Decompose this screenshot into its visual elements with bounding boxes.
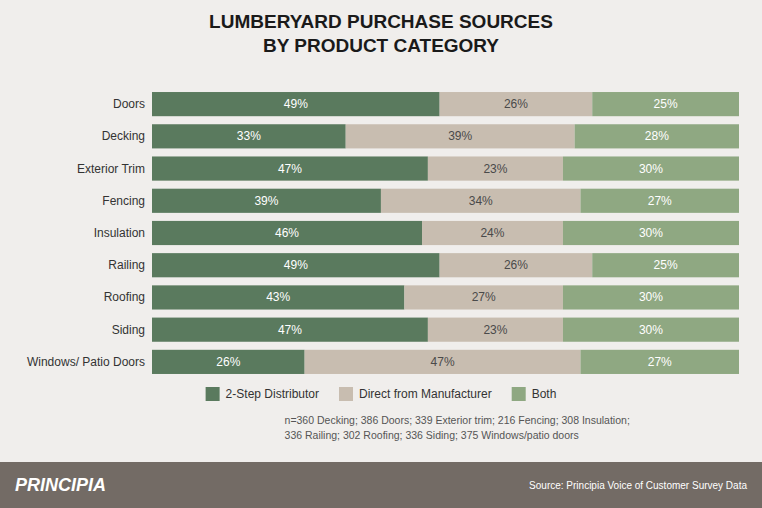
legend-swatch <box>339 387 353 401</box>
y-tick-label: Roofing <box>104 290 145 304</box>
y-tick-label: Decking <box>102 129 145 143</box>
y-tick-label: Insulation <box>94 226 145 240</box>
legend-swatch <box>206 387 220 401</box>
bar-segment <box>592 92 739 116</box>
data-label: 47% <box>278 323 302 337</box>
footnote-line: 336 Railing; 302 Roofing; 336 Siding; 37… <box>285 429 579 441</box>
title-line: LUMBERYARD PURCHASE SOURCES <box>209 11 553 32</box>
bar-segment <box>346 124 575 148</box>
y-axis: Windows/ Patio Doors Siding Roofing Railing… <box>27 97 145 369</box>
bar-segment <box>592 253 739 277</box>
data-label: 49% <box>284 97 308 111</box>
bar-segment <box>152 318 428 342</box>
y-tick-label: Siding <box>112 323 145 337</box>
bar-segment <box>152 189 381 213</box>
title-line: BY PRODUCT CATEGORY <box>263 35 499 56</box>
legend-item: Both <box>512 387 557 401</box>
data-label: 28% <box>645 129 669 143</box>
bar-segment <box>152 350 305 374</box>
chart: LUMBERYARD PURCHASE SOURCES BY PRODUCT CA… <box>0 0 762 508</box>
bar-segment <box>563 318 739 342</box>
data-label: 30% <box>639 290 663 304</box>
data-label: 39% <box>254 194 278 208</box>
bar-segment <box>428 156 563 180</box>
data-label: 25% <box>654 97 678 111</box>
y-tick-label: Windows/ Patio Doors <box>27 355 145 369</box>
bar-segment <box>152 124 346 148</box>
bar-segment <box>152 92 440 116</box>
data-label: 33% <box>237 129 261 143</box>
data-label: 43% <box>266 290 290 304</box>
data-label: 39% <box>448 129 472 143</box>
legend-label: Direct from Manufacturer <box>359 387 492 401</box>
bar-segment <box>440 92 593 116</box>
legend-item: Direct from Manufacturer <box>339 387 492 401</box>
y-tick-label: Fencing <box>102 194 145 208</box>
data-label: 34% <box>469 194 493 208</box>
legend-label: 2-Step Distributor <box>226 387 319 401</box>
bars <box>152 92 739 374</box>
data-label: 27% <box>648 355 672 369</box>
bar-segment <box>563 285 739 309</box>
legend-label: Both <box>532 387 557 401</box>
bar-segment <box>152 253 440 277</box>
data-label: 49% <box>284 258 308 272</box>
data-label: 23% <box>483 162 507 176</box>
bar-segment <box>305 350 581 374</box>
data-label: 24% <box>480 226 504 240</box>
bar-segment <box>152 156 428 180</box>
data-label: 47% <box>278 162 302 176</box>
data-label: 26% <box>504 97 528 111</box>
data-label: 27% <box>648 194 672 208</box>
bar-segment <box>563 156 739 180</box>
data-label: 26% <box>216 355 240 369</box>
bar-segment <box>381 189 581 213</box>
bar-segment <box>575 124 739 148</box>
y-tick-label: Doors <box>113 97 145 111</box>
bar-segment <box>422 221 563 245</box>
data-label: 26% <box>504 258 528 272</box>
title: LUMBERYARD PURCHASE SOURCES BY PRODUCT CA… <box>209 11 553 56</box>
bar-segment <box>581 189 739 213</box>
legend-item: 2-Step Distributor <box>206 387 319 401</box>
data-label: 47% <box>431 355 455 369</box>
footer-source: Source: Principia Voice of Customer Surv… <box>529 480 747 491</box>
y-tick-label: Railing <box>108 258 145 272</box>
data-label: 46% <box>275 226 299 240</box>
bar-segment <box>152 221 422 245</box>
data-label: 25% <box>654 258 678 272</box>
data-label: 23% <box>483 323 507 337</box>
bar-segment <box>581 350 739 374</box>
data-label: 27% <box>472 290 496 304</box>
footnote-line: n=360 Decking; 386 Doors; 339 Exterior t… <box>285 414 630 426</box>
bar-segment <box>404 285 562 309</box>
legend-swatch <box>512 387 526 401</box>
y-tick-label: Exterior Trim <box>77 162 145 176</box>
footer-brand: PRINCIPIA <box>15 475 106 495</box>
background <box>0 0 762 508</box>
bar-segment <box>428 318 563 342</box>
bar-segment <box>440 253 593 277</box>
data-label: 30% <box>639 323 663 337</box>
footer-bar <box>0 462 762 508</box>
data-label: 30% <box>639 162 663 176</box>
data-labels: 26% 47% 27% 47% 23% 30% 43% 27% 30% 49% 26% 25% 46% 2… <box>216 97 678 369</box>
bar-segment <box>152 285 404 309</box>
bar-segment <box>563 221 739 245</box>
data-label: 30% <box>639 226 663 240</box>
footnote: n=360 Decking; 386 Doors; 339 Exterior t… <box>285 414 630 441</box>
legend: 2-Step Distributor Direct from Manufactur… <box>206 387 557 401</box>
